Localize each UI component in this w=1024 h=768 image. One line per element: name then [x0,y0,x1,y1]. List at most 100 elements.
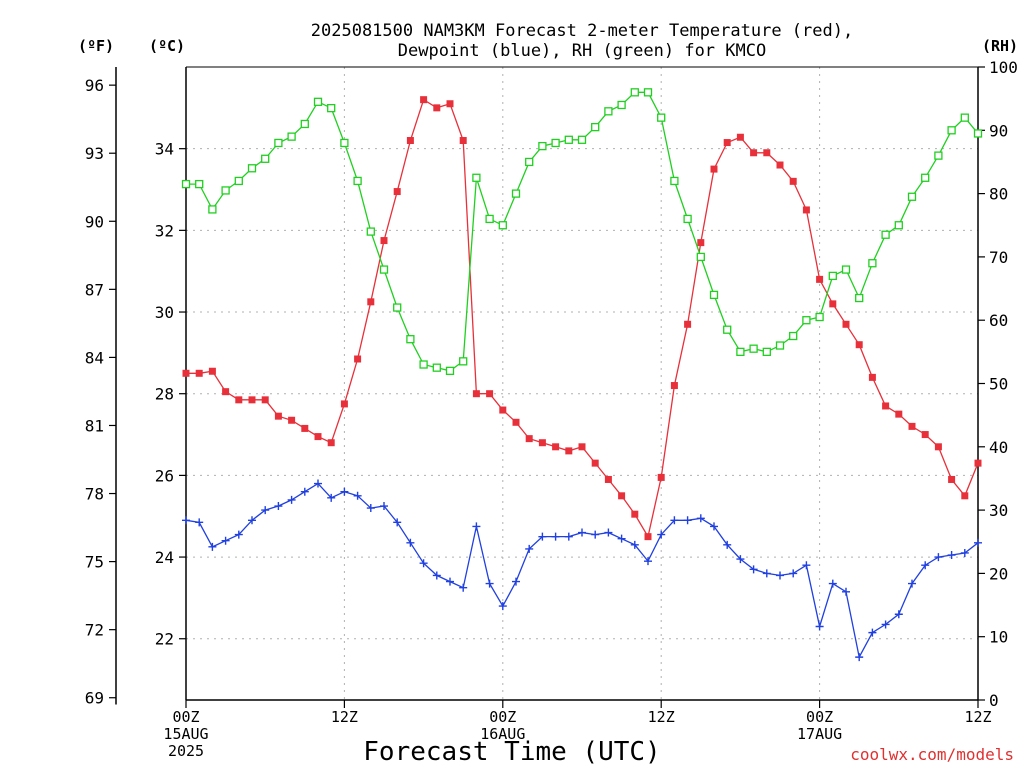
rh-tick-label: 10 [989,628,1008,647]
data-point [934,443,942,451]
data-point [248,516,256,525]
rh-tick-label: 60 [989,311,1008,330]
fahrenheit-tick-label: 81 [85,416,104,435]
data-point [340,400,348,408]
data-point [868,259,877,268]
series-rh [181,88,983,375]
fahrenheit-tick-label: 87 [85,280,104,299]
data-point [340,487,349,496]
axes [109,66,985,708]
data-point [367,298,375,306]
fahrenheit-tick-label: 69 [85,689,104,708]
x-tick-label: 12Z [648,708,675,726]
data-point [234,530,243,539]
data-point [723,139,731,147]
data-point [762,569,771,578]
data-point [934,553,943,562]
data-point [631,510,639,518]
data-point [749,344,758,353]
data-point [538,439,546,447]
data-point [564,532,573,541]
data-point [644,533,652,541]
data-point [948,475,956,483]
data-point [684,320,692,328]
data-point [393,303,402,312]
data-point [723,540,732,549]
data-point [300,487,309,496]
rh-tick-label: 0 [989,691,999,710]
data-point [591,122,600,132]
data-point [618,492,626,500]
data-point [366,504,375,513]
data-point [274,412,282,420]
data-point [894,610,903,619]
data-point [472,390,480,398]
data-point [340,138,349,148]
series-line [186,98,979,539]
celsius-tick-label: 32 [155,221,174,240]
data-point [709,290,719,300]
data-point [974,459,982,467]
data-point [366,227,375,236]
data-point [208,367,216,375]
data-point [406,137,414,145]
data-point [736,133,744,141]
tick-labels: 69 72 75 78 81 84 87 90 93 96 22 24 26 28 30 32 34 0 10 20 3… [85,58,1018,760]
data-point [723,325,732,334]
data-point [947,126,956,135]
data-point [195,369,203,377]
data-point [353,491,362,500]
data-point [538,141,547,151]
data-point [538,532,547,541]
data-point [657,530,666,539]
rh-tick-label: 90 [989,121,1008,140]
x-tick-label: 2025 [168,742,204,760]
x-tick-label: 16AUG [480,725,525,743]
data-point [300,119,309,129]
data-point [921,561,930,570]
data-point [868,628,877,637]
data-point [432,363,441,372]
celsius-axis-unit: (ºC) [149,37,185,55]
data-point [195,179,204,189]
data-point [498,602,507,611]
data-point [816,275,824,283]
data-point [393,518,402,527]
data-point [868,373,876,381]
data-point [565,447,573,455]
data-point [697,239,705,247]
data-point [828,579,837,588]
data-point [445,366,455,375]
data-point [195,518,204,527]
data-point [380,237,388,245]
data-point [762,347,771,357]
data-point [274,502,283,511]
data-point [472,173,481,182]
data-point [974,538,982,547]
data-point [512,577,520,586]
data-point [683,214,692,224]
data-point [934,151,943,160]
data-point [657,113,666,122]
data-point [617,534,626,543]
data-point [670,516,679,525]
data-point [551,138,560,148]
series-line [186,91,979,372]
rh-tick-label: 30 [989,501,1008,520]
data-point [670,176,679,186]
data-point [380,502,388,511]
data-point [379,265,389,274]
data-point [485,214,494,224]
data-point [525,544,534,553]
data-point [354,355,362,363]
data-point [420,96,428,104]
fahrenheit-tick-label: 75 [85,553,104,572]
data-point [630,540,639,549]
data-point [683,516,692,525]
data-point [419,360,428,369]
x-tick-label: 00Z [489,708,516,726]
data-point [248,396,256,404]
data-point [763,149,771,157]
data-point [288,416,296,424]
rh-tick-label: 100 [989,58,1018,77]
